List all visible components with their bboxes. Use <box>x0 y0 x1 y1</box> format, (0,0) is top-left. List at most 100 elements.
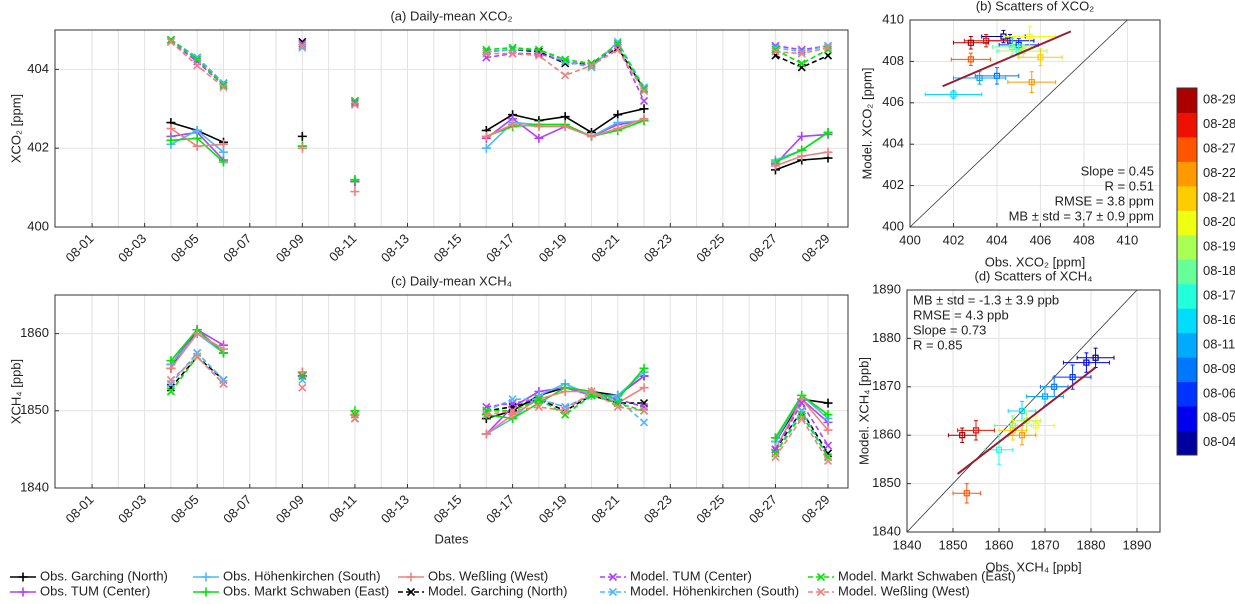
legend-label: Obs. Garching (North) <box>40 568 168 583</box>
data-marker <box>166 37 175 46</box>
x-tick-label: 08-21 <box>588 231 622 265</box>
x-axis-label: Obs. XCO₂ [ppm] <box>985 254 1085 269</box>
data-marker <box>192 133 202 143</box>
data-marker <box>613 402 622 412</box>
data-marker <box>561 71 570 80</box>
error-bar-y <box>1038 48 1043 67</box>
legend-label: Obs. Höhenkirchen (South) <box>223 568 381 583</box>
data-marker <box>823 456 833 466</box>
plot-area <box>55 30 848 227</box>
chart-title: (c) Daily-mean XCH₄ <box>391 273 512 288</box>
data-marker <box>560 112 570 122</box>
data-marker <box>350 100 359 109</box>
colorbar-segment <box>1177 259 1197 285</box>
data-marker <box>797 414 806 423</box>
scatter-point <box>1041 393 1049 400</box>
data-marker <box>823 51 833 60</box>
y-axis-label: XCO₂ [ppm] <box>8 94 23 163</box>
data-marker <box>639 418 649 427</box>
x-tick-label: 08-15 <box>430 231 464 265</box>
data-marker <box>482 410 491 419</box>
plot-area <box>910 20 1160 227</box>
data-marker <box>639 363 649 373</box>
data-marker <box>218 147 228 157</box>
data-marker <box>481 131 491 141</box>
data-marker <box>823 127 833 137</box>
y-tick-label: 1840 <box>872 523 901 538</box>
y-tick-label: 1870 <box>872 378 901 393</box>
data-marker <box>298 43 307 52</box>
data-marker <box>298 383 307 392</box>
x-tick-label: 08-03 <box>115 492 149 526</box>
data-marker <box>770 433 780 443</box>
data-marker <box>613 39 622 48</box>
data-marker <box>797 59 806 68</box>
data-marker <box>613 110 623 120</box>
plot-area <box>55 295 848 488</box>
data-marker <box>639 104 649 114</box>
stats-annotation: R = 0.85 <box>913 337 963 352</box>
data-marker <box>587 59 596 68</box>
data-marker <box>508 395 517 404</box>
colorbar-label: 08-20 <box>1203 214 1235 229</box>
x-tick-label: 1890 <box>1123 537 1152 552</box>
colorbar-label: 08-18 <box>1203 263 1235 278</box>
y-tick-label: 1880 <box>872 330 901 345</box>
x-tick-label: 08-19 <box>536 231 570 265</box>
x-axis-label: Obs. XCH₄ [ppb] <box>985 559 1081 574</box>
data-marker <box>166 35 175 44</box>
fit-line <box>956 366 1097 475</box>
legend-label: Model. Garching (North) <box>428 583 567 598</box>
x-tick-label: 08-27 <box>746 492 780 526</box>
data-marker <box>561 55 570 64</box>
scatter-point <box>1026 33 1033 40</box>
data-marker <box>771 453 780 462</box>
legend-label: Model. Weßling (West) <box>838 583 970 598</box>
x-tick-label: 08-13 <box>378 492 412 526</box>
error-bar-y <box>997 434 1001 465</box>
data-marker <box>298 371 307 381</box>
x-tick-label: 08-27 <box>746 231 780 265</box>
x-tick-label: 1860 <box>985 537 1014 552</box>
data-marker <box>823 425 833 435</box>
colorbar-label: 08-19 <box>1203 238 1235 253</box>
y-tick-label: 408 <box>882 53 904 68</box>
stats-annotation: MB ± std = 3.7 ± 0.9 ppm <box>1009 208 1154 223</box>
data-marker <box>587 61 596 70</box>
data-marker <box>770 161 780 171</box>
colorbar-segment <box>1177 185 1197 211</box>
data-marker <box>166 387 175 396</box>
scatter-point <box>950 91 957 98</box>
x-tick-label: 08-09 <box>273 492 307 526</box>
fit-line <box>942 30 1072 88</box>
x-tick-label: 08-13 <box>378 231 412 265</box>
colorbar-segment <box>1177 332 1197 358</box>
data-marker <box>639 96 649 105</box>
scatter-point <box>1018 407 1026 415</box>
data-marker <box>534 122 544 132</box>
scatter-point <box>995 446 1003 453</box>
x-tick-label: 08-11 <box>326 231 359 264</box>
data-marker <box>481 429 491 439</box>
colorbar-segment <box>1177 234 1197 260</box>
data-marker <box>298 41 307 50</box>
chart-title: (b) Scatters of XCO₂ <box>976 0 1094 13</box>
data-marker <box>350 414 359 423</box>
data-marker <box>560 122 570 132</box>
data-marker <box>613 37 622 46</box>
stats-annotation: MB ± std = -1.3 ± 3.9 ppb <box>913 292 1059 307</box>
colorbar-segment <box>1177 161 1197 187</box>
stats-annotation: RMSE = 4.3 ppb <box>913 307 1009 322</box>
data-marker <box>297 143 307 153</box>
data-marker <box>639 406 649 415</box>
x-tick-label: 08-29 <box>798 492 832 526</box>
x-tick-label: 08-25 <box>693 492 727 526</box>
data-marker <box>166 135 176 145</box>
y-tick-label: 400 <box>27 218 49 233</box>
legend-marker <box>406 572 416 582</box>
error-bar-y <box>968 52 973 67</box>
data-marker <box>534 45 543 54</box>
axes-frame <box>54 294 849 489</box>
data-marker <box>587 387 596 396</box>
colorbar-segment <box>1177 406 1197 432</box>
